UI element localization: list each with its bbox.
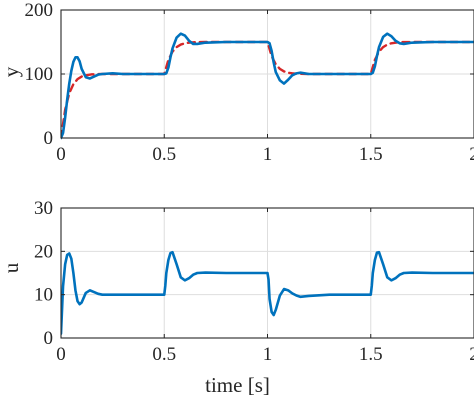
y-tick-label: 100	[25, 64, 54, 85]
y-plot: 0 0.5 1 1.5 2 0 100 200 y	[0, 0, 474, 165]
x-tick-label: 1.5	[359, 344, 383, 365]
y-tick-label: 30	[34, 198, 53, 219]
y-tick-label: 0	[44, 328, 54, 349]
y-tick-label: 20	[34, 241, 53, 262]
y-axis-label: u	[0, 262, 23, 273]
x-tick-label: 2	[469, 344, 474, 365]
response-series-line	[61, 32, 474, 140]
x-tick-label: 0.5	[152, 344, 176, 365]
x-tick-label: 1.5	[359, 144, 383, 165]
y-axis-label: y	[0, 66, 23, 77]
y-tick-label: 10	[34, 285, 53, 306]
x-tick-label: 0	[56, 344, 66, 365]
x-tick-label: 1	[263, 144, 273, 165]
x-axis-label: time [s]	[205, 373, 270, 397]
x-tick-label: 0.5	[152, 144, 176, 165]
x-tick-label: 1	[263, 344, 273, 365]
x-tick-label: 0	[56, 144, 66, 165]
y-tick-label: 200	[25, 0, 54, 21]
x-tick-label: 2	[469, 144, 474, 165]
response-series-line	[61, 250, 474, 335]
y-tick-label: 0	[44, 128, 54, 149]
